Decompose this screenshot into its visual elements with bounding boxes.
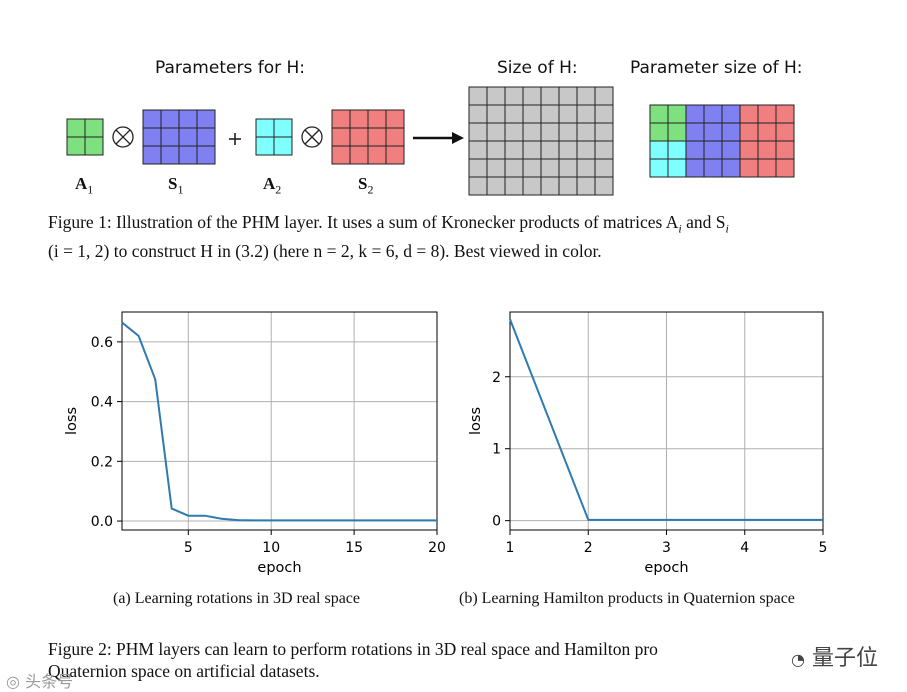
figure2-caption: Figure 2: PHM layers can learn to perfor… (48, 638, 658, 682)
param-cell (739, 122, 759, 142)
y-axis-label: loss (64, 407, 80, 435)
x-axis-label: epoch (257, 560, 301, 576)
param-cell (649, 122, 669, 142)
label-a2: A2 (263, 174, 282, 197)
matrix-a1 (66, 118, 104, 156)
param-cell (757, 104, 777, 124)
y-tick-label: 1 (492, 442, 501, 458)
param-cell (757, 158, 777, 178)
y-tick-label: 0 (492, 514, 501, 530)
label-s2: S2 (358, 174, 374, 197)
param-cell (703, 140, 723, 160)
param-cell (685, 158, 705, 178)
matrix-h-size (468, 86, 614, 196)
kronecker-operator-1 (112, 126, 134, 148)
figure2-caption-line1: Figure 2: PHM layers can learn to perfor… (48, 639, 658, 659)
matrix-s1 (142, 109, 216, 165)
param-cell (757, 122, 777, 142)
kronecker-operator-2 (301, 126, 323, 148)
label-a1: A1 (75, 174, 94, 197)
phm-diagram (66, 86, 795, 196)
param-cell (739, 158, 759, 178)
param-cell (739, 104, 759, 124)
param-cell (739, 140, 759, 160)
param-cell (649, 158, 669, 178)
figure1-caption: Figure 1: Illustration of the PHM layer.… (48, 211, 729, 262)
x-axis-label: epoch (644, 560, 688, 576)
param-cell (775, 104, 795, 124)
x-tick-label: 5 (819, 540, 828, 556)
figure1-caption-line2: (i = 1, 2) to construct H in (3.2) (here… (48, 240, 602, 261)
matrix-a2 (255, 118, 293, 156)
param-cell (685, 104, 705, 124)
param-cell (721, 104, 741, 124)
x-tick-label: 2 (584, 540, 593, 556)
param-cell (703, 122, 723, 142)
x-tick-label: 1 (506, 540, 515, 556)
plot-frame (121, 311, 438, 531)
x-tick-label: 10 (262, 540, 280, 556)
plus-operator (229, 133, 241, 145)
wechat-icon: ◔ (791, 650, 805, 669)
figure2-caption-line2: Quaternion space on artificial datasets. (48, 661, 320, 681)
param-cell (721, 140, 741, 160)
matrix-h-parameter-size (649, 104, 795, 178)
param-cell (775, 122, 795, 142)
watermark-right: ◔ 量子位 (787, 640, 882, 672)
arrow-icon (413, 132, 464, 144)
matrix-s2 (331, 109, 405, 165)
label-s1: S1 (168, 174, 184, 197)
y-axis-label: loss (468, 407, 484, 435)
param-cell (667, 140, 687, 160)
subcaption-a: (a) Learning rotations in 3D real space (113, 590, 361, 607)
param-cell (775, 140, 795, 160)
x-tick-label: 4 (740, 540, 749, 556)
heading-parameters: Parameters for H: (155, 58, 305, 78)
param-cell (667, 158, 687, 178)
x-tick-label: 3 (662, 540, 671, 556)
chart-rotations-3d: 5 10 15 20 0.0 0.2 0.4 0.6 epoch loss (64, 311, 446, 576)
param-cell (721, 122, 741, 142)
param-cell (703, 104, 723, 124)
y-tick-label: 0.0 (91, 514, 113, 530)
loss-series-line (509, 318, 823, 521)
subcaption-b: (b) Learning Hamilton products in Quater… (459, 590, 795, 607)
loss-series-line (121, 321, 437, 522)
heading-size: Size of H: (497, 58, 578, 78)
y-tick-label: 0.2 (91, 454, 113, 470)
param-cell (721, 158, 741, 178)
figure1-caption-line1: Figure 1: Illustration of the PHM layer.… (48, 212, 729, 236)
heading-parameter-size: Parameter size of H: (630, 58, 803, 78)
param-cell (649, 104, 669, 124)
param-cell (685, 122, 705, 142)
y-tick-label: 0.6 (91, 335, 113, 351)
param-cell (685, 140, 705, 160)
param-cell (667, 104, 687, 124)
param-cell (703, 158, 723, 178)
param-cell (649, 140, 669, 160)
x-tick-label: 20 (428, 540, 446, 556)
x-tick-label: 5 (184, 540, 193, 556)
param-cell (667, 122, 687, 142)
y-tick-label: 2 (492, 370, 501, 386)
toutiao-icon: ◎ (6, 672, 20, 691)
x-tick-label: 15 (345, 540, 363, 556)
param-cell (775, 158, 795, 178)
y-tick-label: 0.4 (91, 395, 113, 411)
param-cell (757, 140, 777, 160)
watermark-left: ◎ 头条号 (6, 672, 74, 691)
